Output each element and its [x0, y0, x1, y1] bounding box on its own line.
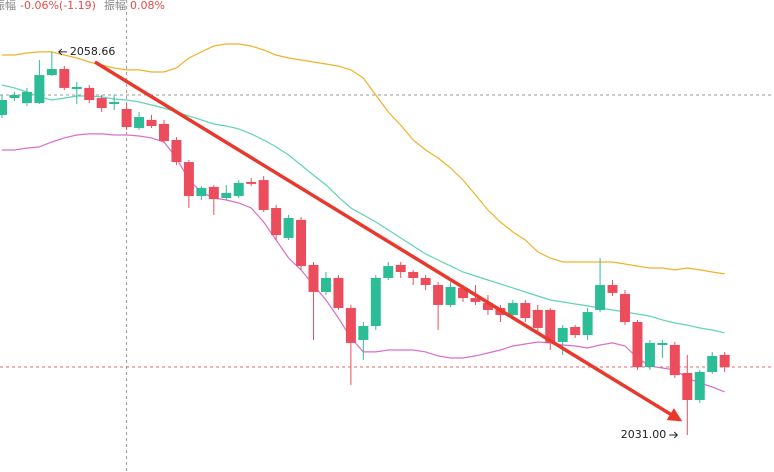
candle-body	[470, 298, 481, 302]
candle-body	[258, 180, 269, 210]
candle-body	[458, 287, 469, 299]
candle-body	[308, 264, 319, 292]
high-label: 2058.66	[70, 45, 116, 58]
candle-body	[183, 162, 194, 196]
candle-body	[408, 272, 419, 278]
candle-body	[320, 277, 331, 292]
candle-body	[719, 354, 730, 368]
header: 振幅 -0.06%(-1.19) 振幅 0.08%	[0, 0, 165, 12]
candle-body	[420, 277, 431, 286]
candle-body	[96, 98, 107, 109]
candle-body	[121, 108, 132, 128]
candle-body	[21, 91, 32, 104]
candle-body	[669, 344, 680, 376]
candle-body	[208, 186, 219, 200]
candle-body	[283, 217, 294, 238]
trend-arrow	[94, 60, 683, 422]
low-label: 2031.00	[621, 428, 667, 441]
candle-body	[296, 219, 307, 267]
candle-body	[0, 99, 7, 115]
candle-body	[632, 322, 643, 368]
indicator-line	[2, 43, 725, 275]
candle-body	[395, 264, 406, 273]
candle-body	[657, 342, 668, 345]
candle-body	[109, 101, 120, 105]
header-text: 振幅 -0.06%(-1.19) 振幅 0.08%	[0, 0, 165, 12]
candle-body	[445, 286, 456, 305]
candle-body	[158, 123, 169, 141]
header-value: 0.08%	[130, 0, 165, 12]
candle-body	[246, 181, 257, 184]
candle-body	[358, 326, 369, 341]
candle-body	[46, 68, 57, 76]
candle-body	[221, 192, 232, 199]
candle-body	[682, 372, 693, 400]
candle-body	[84, 87, 95, 100]
indicator-line	[1, 84, 725, 334]
label-arrow	[58, 48, 67, 56]
candle-body	[507, 303, 518, 315]
candle-body	[196, 187, 207, 196]
header-value: -0.06%(-1.19)	[20, 0, 96, 12]
candle-body	[433, 285, 444, 305]
candle-body	[607, 285, 618, 293]
candle-body	[59, 68, 70, 88]
candle-body	[644, 342, 655, 368]
candle-body	[333, 277, 344, 309]
candle-body	[345, 308, 356, 343]
candle-body	[370, 277, 381, 327]
candle-body	[71, 86, 82, 90]
candle-body	[570, 326, 581, 336]
candle-body	[271, 208, 282, 236]
candle-body	[9, 95, 20, 99]
label-arrow	[669, 431, 679, 439]
candle-body	[620, 294, 630, 323]
candle-body	[146, 119, 157, 127]
candle-body	[545, 309, 556, 343]
candle-body	[532, 309, 543, 328]
candle-body	[134, 117, 145, 128]
candle-body	[707, 355, 718, 373]
candle-body	[595, 285, 606, 310]
candle-body	[582, 312, 593, 336]
header-name: 振幅	[104, 0, 126, 12]
candle-body	[557, 327, 568, 342]
candle-body	[171, 140, 182, 163]
header-name: 振幅	[0, 0, 16, 12]
candle-body	[694, 372, 705, 400]
candle-body	[233, 182, 244, 196]
candle-body	[520, 303, 531, 318]
candle-body	[482, 303, 493, 310]
candle-body	[383, 266, 394, 278]
candle-body	[34, 75, 45, 104]
